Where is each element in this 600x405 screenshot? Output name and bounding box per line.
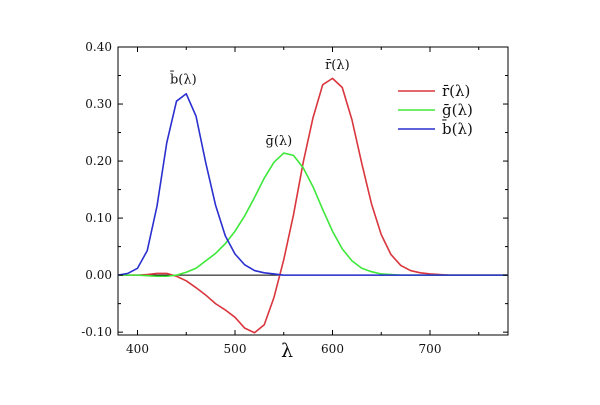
y-tick-label: 0.00: [85, 268, 112, 282]
x-tick-label: 700: [419, 342, 442, 356]
x-tick-label: 400: [126, 342, 149, 356]
y-tick-label: 0.10: [85, 211, 112, 225]
peak-label-r: r̄(λ): [325, 58, 350, 73]
series-line-r: [118, 77, 508, 334]
x-tick-label: 500: [224, 342, 247, 356]
legend-label-b: b̄(λ): [442, 120, 473, 138]
axes-group: 400 500 600 700 -0.10 0.00 0.10 0.20 0.30 0.40: [81, 40, 508, 356]
y-tick-label: 0.40: [85, 40, 112, 54]
y-tick-label: 0.20: [85, 154, 112, 168]
x-tick-label: 600: [321, 342, 344, 356]
series-line-g: [118, 152, 508, 278]
legend: r̄(λ)ḡ(λ)b̄(λ): [398, 82, 473, 138]
x-axis-title: λ: [281, 340, 293, 362]
y-tick-label: 0.30: [85, 97, 112, 111]
peak-label-g: ḡ(λ): [266, 134, 293, 149]
legend-label-g: ḡ(λ): [442, 101, 473, 119]
y-tick-label: -0.10: [81, 325, 112, 339]
legend-label-r: r̄(λ): [442, 82, 470, 100]
plot-frame: [117, 46, 509, 336]
peak-label-b: b̄(λ): [169, 71, 196, 88]
series-group: [117, 77, 508, 334]
series-line-b: [117, 92, 508, 276]
plot-area: [117, 46, 509, 336]
peak-labels-group: b̄(λ) ḡ(λ) r̄(λ): [169, 58, 349, 149]
